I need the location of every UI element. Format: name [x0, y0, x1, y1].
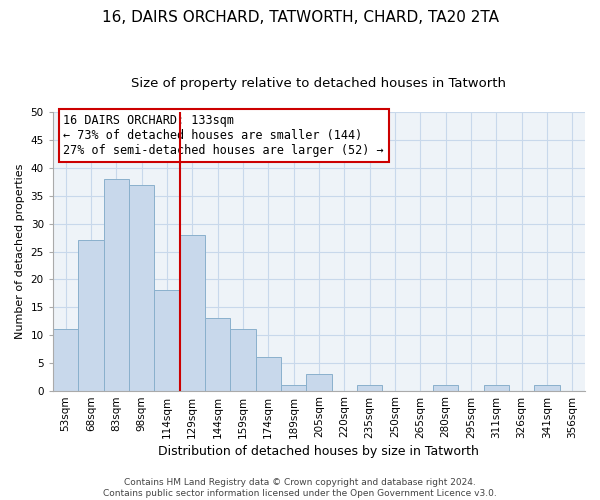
- Y-axis label: Number of detached properties: Number of detached properties: [15, 164, 25, 339]
- Bar: [484, 385, 509, 390]
- Bar: [256, 357, 281, 390]
- Bar: [535, 385, 560, 390]
- Text: 16, DAIRS ORCHARD, TATWORTH, CHARD, TA20 2TA: 16, DAIRS ORCHARD, TATWORTH, CHARD, TA20…: [101, 10, 499, 25]
- Bar: [433, 385, 458, 390]
- Bar: [104, 179, 129, 390]
- Text: Contains HM Land Registry data © Crown copyright and database right 2024.
Contai: Contains HM Land Registry data © Crown c…: [103, 478, 497, 498]
- Bar: [230, 330, 256, 390]
- Bar: [306, 374, 332, 390]
- Bar: [78, 240, 104, 390]
- Bar: [129, 185, 154, 390]
- Title: Size of property relative to detached houses in Tatworth: Size of property relative to detached ho…: [131, 78, 506, 90]
- Bar: [205, 318, 230, 390]
- Bar: [154, 290, 179, 390]
- X-axis label: Distribution of detached houses by size in Tatworth: Distribution of detached houses by size …: [158, 444, 479, 458]
- Bar: [357, 385, 382, 390]
- Bar: [53, 330, 78, 390]
- Bar: [281, 385, 306, 390]
- Text: 16 DAIRS ORCHARD: 133sqm
← 73% of detached houses are smaller (144)
27% of semi-: 16 DAIRS ORCHARD: 133sqm ← 73% of detach…: [64, 114, 384, 157]
- Bar: [179, 235, 205, 390]
